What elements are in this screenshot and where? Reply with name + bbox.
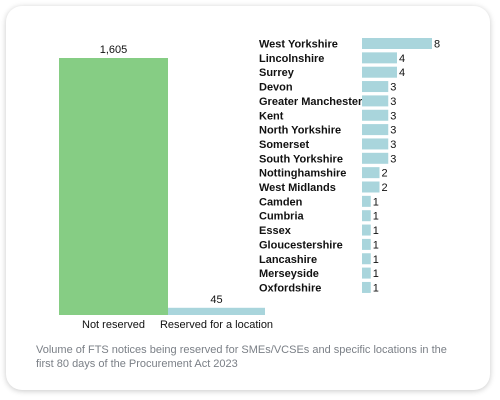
data-label: 1,605 [100,44,128,56]
location-label: West Midlands [259,182,336,194]
location-bar [362,195,371,207]
location-value-label: 3 [390,110,396,122]
location-label: Cumbria [259,211,305,223]
location-bar [362,267,371,279]
location-label: Devon [259,82,293,94]
location-label: Lincolnshire [259,53,324,65]
bar-not-reserved [59,58,168,315]
location-value-label: 3 [390,82,396,94]
location-label: Essex [259,225,292,237]
location-bar [362,238,371,250]
location-bar [362,38,432,49]
location-bar [362,124,389,136]
location-value-label: 2 [382,168,388,180]
location-bar [362,224,371,236]
location-value-label: 4 [399,53,405,65]
location-value-label: 1 [373,282,379,294]
location-bar [362,152,389,164]
location-value-label: 3 [390,139,396,151]
location-bar [362,167,380,179]
location-bar [362,81,389,93]
chart-caption: Volume of FTS notices being reserved for… [36,344,447,370]
location-value-label: 3 [390,125,396,137]
location-value-label: 1 [373,239,379,251]
location-label: Lancashire [259,254,317,266]
location-value-label: 1 [373,254,379,266]
bar-reserved-for-a-location [168,307,265,315]
location-bar [362,95,389,107]
location-label: North Yorkshire [259,125,341,137]
location-label: Nottinghamshire [259,168,346,180]
location-value-label: 1 [373,211,379,223]
location-label: Kent [259,110,284,122]
location-value-label: 8 [434,39,440,51]
location-bar [362,210,371,222]
location-bar [362,281,371,293]
location-bar [362,109,389,121]
category-label: Not reserved [82,319,145,331]
location-bar [362,138,389,150]
location-bar [362,52,397,64]
location-label: Somerset [259,139,309,151]
location-label: Camden [259,196,303,208]
location-label: Merseyside [259,268,319,280]
location-value-label: 3 [390,153,396,165]
category-label: Reserved for a location [160,319,273,331]
location-label: West Yorkshire [259,39,338,51]
location-value-label: 1 [373,225,379,237]
location-value-label: 1 [373,268,379,280]
location-bar-chart: West Yorkshire 8 Lincolnshire 4 Surrey 4 Devon… [259,38,440,294]
location-value-label: 3 [390,96,396,108]
location-bar [362,181,380,193]
location-bar [362,66,397,78]
reservation-bar-chart: 1,605 Not reserved 45 Reserved for a locati… [59,44,273,331]
location-value-label: 1 [373,196,379,208]
location-label: Surrey [259,67,295,79]
location-value-label: 4 [399,67,405,79]
location-label: Oxfordshire [259,282,321,294]
location-label: South Yorkshire [259,153,343,165]
data-label: 45 [210,294,222,306]
location-value-label: 2 [382,182,388,194]
location-label: Greater Manchester [259,96,363,108]
location-label: Gloucestershire [259,239,343,251]
location-bar [362,253,371,265]
